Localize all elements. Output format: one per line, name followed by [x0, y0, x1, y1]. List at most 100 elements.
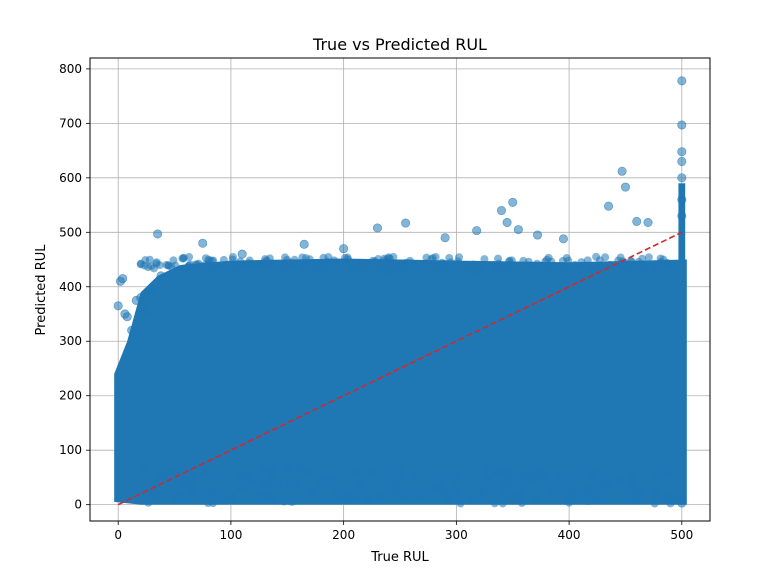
band-edge-point: [391, 480, 400, 489]
band-edge-point: [588, 473, 597, 482]
band-edge-point: [307, 488, 316, 497]
band-edge-point: [585, 264, 594, 273]
band-edge-point: [659, 255, 668, 264]
band-edge-point: [446, 258, 455, 267]
band-edge-point: [296, 464, 305, 473]
band-edge-point: [600, 481, 609, 490]
scatter-point: [118, 274, 128, 284]
band-edge-point: [185, 252, 194, 261]
chart-title: True vs Predicted RUL: [312, 35, 487, 54]
band-edge-point: [375, 265, 384, 274]
band-edge-point: [152, 259, 161, 268]
scatter-points: [113, 76, 687, 508]
band-edge-point: [401, 485, 410, 494]
scatter-point: [643, 218, 653, 228]
scatter-point: [472, 489, 482, 499]
x-axis-label: True RUL: [370, 550, 429, 565]
band-edge-point: [254, 494, 263, 503]
band-edge-point: [395, 464, 404, 473]
band-edge-point: [285, 482, 294, 491]
band-edge-point: [436, 266, 445, 275]
band-edge-point: [136, 260, 145, 269]
band-edge-point: [559, 262, 568, 271]
band-edge-point: [305, 466, 314, 475]
band-edge-point: [293, 477, 302, 486]
band-edge-point: [412, 484, 421, 493]
scatter-point: [617, 166, 627, 176]
scatter-point: [140, 306, 150, 316]
band-edge-point: [450, 476, 459, 485]
y-axis-label: Predicted RUL: [34, 244, 49, 336]
band-edge-point: [323, 257, 332, 266]
scatter-point: [558, 234, 568, 244]
band-edge-point: [583, 497, 592, 506]
band-edge-point: [201, 469, 210, 478]
scatter-point: [237, 249, 247, 259]
band-edge-point: [363, 495, 372, 504]
band-edge-point: [284, 464, 293, 473]
band-edge-point: [294, 494, 303, 503]
band-edge-point: [210, 263, 219, 272]
band-edge-point: [144, 498, 153, 507]
band-edge-point: [540, 468, 549, 477]
band-edge-point: [629, 480, 638, 489]
band-edge-point: [169, 468, 178, 477]
scatter-point: [113, 301, 123, 311]
scatter-point: [299, 239, 309, 249]
band-edge-point: [410, 472, 419, 481]
band-edge-point: [188, 488, 197, 497]
dense-column-500: [678, 183, 686, 505]
band-edge-point: [352, 489, 361, 498]
band-edge-point: [644, 253, 653, 262]
band-edge-point: [665, 464, 674, 473]
band-edge-point: [632, 487, 641, 496]
band-edge-point: [544, 253, 553, 262]
y-tick-label: 400: [59, 280, 82, 294]
band-edge-point: [606, 260, 615, 269]
band-edge-point: [363, 263, 372, 272]
band-edge-point: [236, 472, 245, 481]
band-edge-point: [259, 479, 268, 488]
band-edge-point: [561, 489, 570, 498]
y-tick-label: 100: [59, 443, 82, 457]
band-edge-point: [228, 255, 237, 264]
y-tick-label: 600: [59, 171, 82, 185]
band-edge-point: [151, 492, 160, 501]
scatter-point: [502, 218, 512, 228]
x-tick-label: 200: [332, 528, 355, 542]
band-edge-point: [591, 465, 600, 474]
band-edge-point: [328, 476, 337, 485]
band-edge-point: [634, 258, 643, 267]
band-edge-point: [245, 256, 254, 265]
band-edge-point: [266, 465, 275, 474]
band-edge-point: [454, 257, 463, 266]
band-edge-point: [626, 257, 635, 266]
scatter-point: [508, 197, 518, 207]
band-edge-point: [298, 253, 307, 262]
band-edge-point: [369, 466, 378, 475]
scatter-point: [198, 238, 208, 248]
band-edge-point: [391, 489, 400, 498]
band-edge-point: [510, 494, 519, 503]
scatter-point: [440, 233, 450, 243]
band-edge-point: [554, 473, 563, 482]
band-edge-point: [266, 480, 275, 489]
band-edge-point: [565, 498, 574, 507]
band-edge-point: [266, 473, 275, 482]
scatter-point: [127, 325, 137, 335]
scatter-point: [533, 230, 543, 240]
scatter-point: [584, 486, 594, 496]
y-tick-label: 200: [59, 389, 82, 403]
band-edge-point: [437, 258, 446, 267]
scatter-point: [677, 120, 687, 130]
scatter-point: [472, 226, 482, 236]
scatter-point: [153, 229, 163, 239]
band-edge-point: [450, 487, 459, 496]
band-edge-point: [502, 466, 511, 475]
band-edge-point: [479, 485, 488, 494]
band-edge-point: [246, 477, 255, 486]
scatter-point: [677, 498, 687, 508]
scatter-point: [677, 195, 687, 205]
band-edge-point: [200, 493, 209, 502]
